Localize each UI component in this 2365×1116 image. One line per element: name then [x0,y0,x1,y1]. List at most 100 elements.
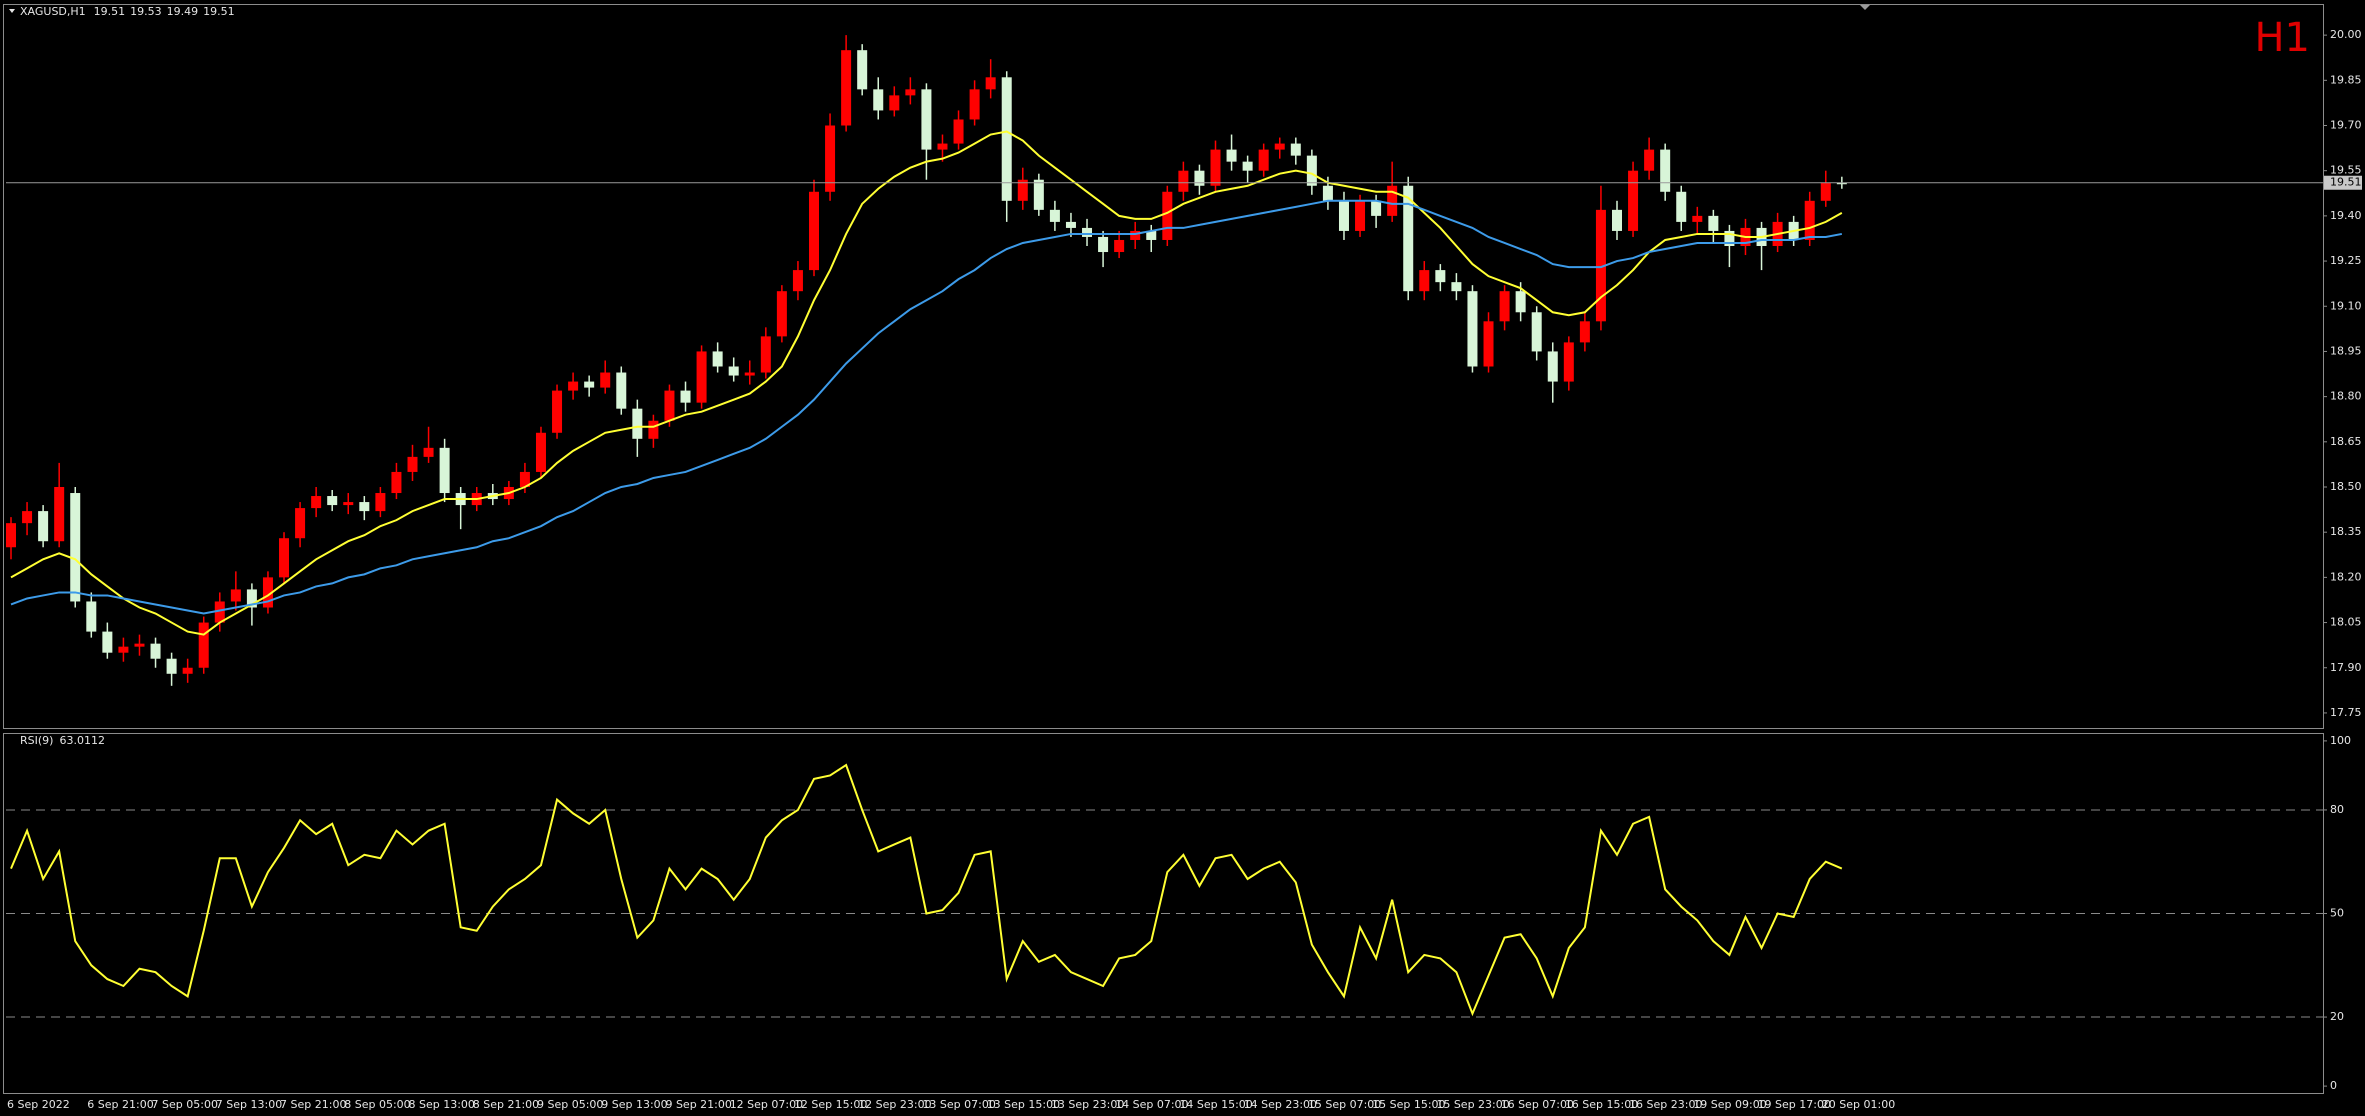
open: 19.51 [94,5,126,18]
rsi-title: RSI(9) 63.0112 [20,734,105,747]
candle-body [873,89,884,111]
candle-body [1563,342,1574,382]
candle-body [134,643,145,647]
candle-body [1001,77,1012,201]
y-tick-label: 17.75 [2330,706,2362,719]
chart-title: XAGUSD,H1 19.51 19.53 19.49 19.51 [20,5,235,18]
x-tick-label: 9 Sep 13:00 [601,1098,667,1111]
candle-body [359,502,370,512]
rsi-name: RSI(9) [20,734,53,747]
y-tick-label: 18.05 [2330,616,2362,629]
candle-body [295,508,306,539]
y-tick-label: 50 [2330,907,2344,920]
candle-body [214,601,225,623]
rsi-line [10,763,1843,1017]
candle-body [182,667,193,674]
candle-body [953,119,964,144]
candle-body [1387,185,1398,216]
candle-body [937,143,948,150]
x-tick-label: 14 Sep 07:00 [1115,1098,1188,1111]
candle-body [905,89,916,96]
candle-body [279,538,290,578]
x-tick-label: 16 Sep 15:00 [1565,1098,1638,1111]
candle-body [311,496,322,509]
candle-body [54,487,65,542]
candle-body [841,50,852,126]
candle-body [1322,185,1333,201]
y-tick-label: 18.80 [2330,390,2362,403]
candle-body [118,646,129,653]
candle-body [680,390,691,403]
candle-body [1820,182,1831,201]
x-tick-label: 9 Sep 21:00 [665,1098,731,1111]
y-tick-label: 19.85 [2330,73,2362,86]
high: 19.53 [130,5,162,18]
candle-body [375,493,386,512]
candle-body [664,390,675,421]
candle-body [391,471,402,494]
x-tick-label: 12 Sep 15:00 [794,1098,867,1111]
candle-body [584,381,595,388]
candle-body [616,372,627,409]
candle-body [1258,149,1269,171]
candle-body [1499,291,1510,322]
candle-body [1676,191,1687,222]
candle-body [1082,227,1093,237]
candle-body [1836,182,1847,185]
shift-marker [1860,5,1870,10]
candle-body [985,77,996,90]
candle-body [1435,270,1446,283]
candle-body [1049,209,1060,222]
y-tick-label: 18.50 [2330,480,2362,493]
candle-body [1306,155,1317,186]
candle-body [1355,200,1366,231]
candle-body [889,95,900,111]
moving-average-line [10,130,1843,636]
candle-body [262,577,273,608]
x-tick-label: 8 Sep 13:00 [409,1098,475,1111]
candle-body [70,493,81,602]
candle-body [600,372,611,388]
candle-body [1595,209,1606,322]
x-tick-label: 16 Sep 07:00 [1501,1098,1574,1111]
candle-body [1371,200,1382,216]
candle-body [6,523,16,548]
x-tick-label: 13 Sep 07:00 [922,1098,995,1111]
candle-body [857,50,868,90]
candle-body [1612,209,1622,231]
candle-body [22,511,33,524]
candle-body [1708,215,1719,231]
candle-body [552,390,563,433]
candle-body [1724,230,1735,246]
y-tick-label: 19.70 [2330,119,2362,132]
candle-body [439,447,450,494]
candle-body [198,622,209,668]
x-tick-label: 15 Sep 07:00 [1308,1098,1381,1111]
candle-body [568,381,579,391]
candle-body [38,511,49,542]
x-tick-label: 7 Sep 05:00 [152,1098,218,1111]
current-price-label: 19.51 [2330,176,2362,189]
x-tick-label: 19 Sep 17:00 [1758,1098,1831,1111]
candle-body [1419,270,1430,292]
y-tick-label: 0 [2330,1079,2337,1092]
x-tick-label: 7 Sep 13:00 [216,1098,282,1111]
x-tick-label: 12 Sep 07:00 [730,1098,803,1111]
y-tick-label: 18.35 [2330,525,2362,538]
y-tick-label: 19.10 [2330,299,2362,312]
candle-body [632,408,643,439]
y-tick-label: 18.20 [2330,570,2362,583]
timeframe-label: H1 [2254,15,2310,61]
candle-body [1515,291,1526,313]
y-tick-label: 20.00 [2330,28,2362,41]
x-tick-label: 6 Sep 21:00 [87,1098,153,1111]
candle-body [792,270,803,292]
candle-body [1162,191,1173,240]
candle-body [150,643,161,659]
candle-body [1146,230,1157,240]
candle-body [696,351,707,403]
y-tick-label: 100 [2330,734,2351,747]
candle-body [1194,170,1205,186]
candle-body [407,456,418,472]
